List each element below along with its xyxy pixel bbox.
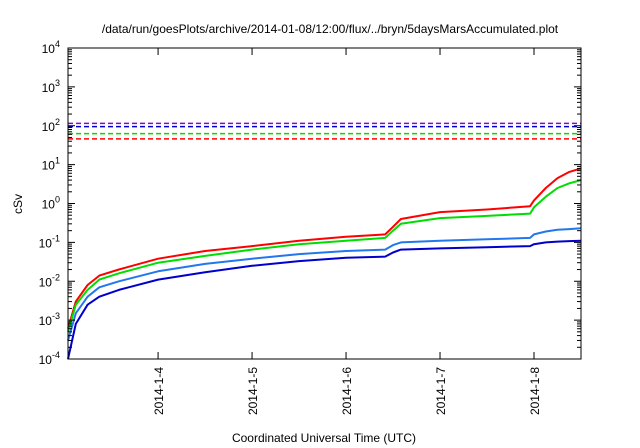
y-tick-label: 102: [42, 117, 60, 134]
series-layer: [67, 122, 582, 360]
ticks-layer: 10-4 10-3 10-2 10-1 100 101 102 103 104 2014-1-4 2…: [39, 39, 581, 415]
y-tick-label: 10-4: [39, 350, 60, 367]
y-tick-label: 101: [42, 156, 60, 173]
x-tick-label: 2014-1-8: [528, 367, 542, 415]
plot-frame: [67, 47, 582, 360]
series-line-2: [67, 179, 582, 333]
x-axis-label: Coordinated Universal Time (UTC): [232, 431, 416, 445]
chart-title: /data/run/goesPlots/archive/2014-01-08/1…: [102, 22, 559, 36]
y-axis-label: cSv: [11, 194, 25, 214]
y-tick-label: 100: [42, 195, 60, 212]
x-tick-label: 2014-1-6: [340, 367, 354, 415]
y-tick-label: 10-3: [39, 311, 60, 328]
x-tick-label: 2014-1-5: [246, 367, 260, 415]
y-tick-label: 10-2: [39, 272, 60, 289]
x-tick-label: 2014-1-4: [152, 367, 166, 415]
x-tick-label: 2014-1-7: [434, 367, 448, 415]
series-line-1: [67, 167, 582, 329]
y-tick-label: 10-1: [39, 233, 60, 250]
y-tick-label: 103: [42, 78, 60, 95]
series-line-4: [67, 239, 582, 360]
series-line-3: [67, 227, 582, 341]
y-tick-label: 104: [42, 39, 60, 56]
